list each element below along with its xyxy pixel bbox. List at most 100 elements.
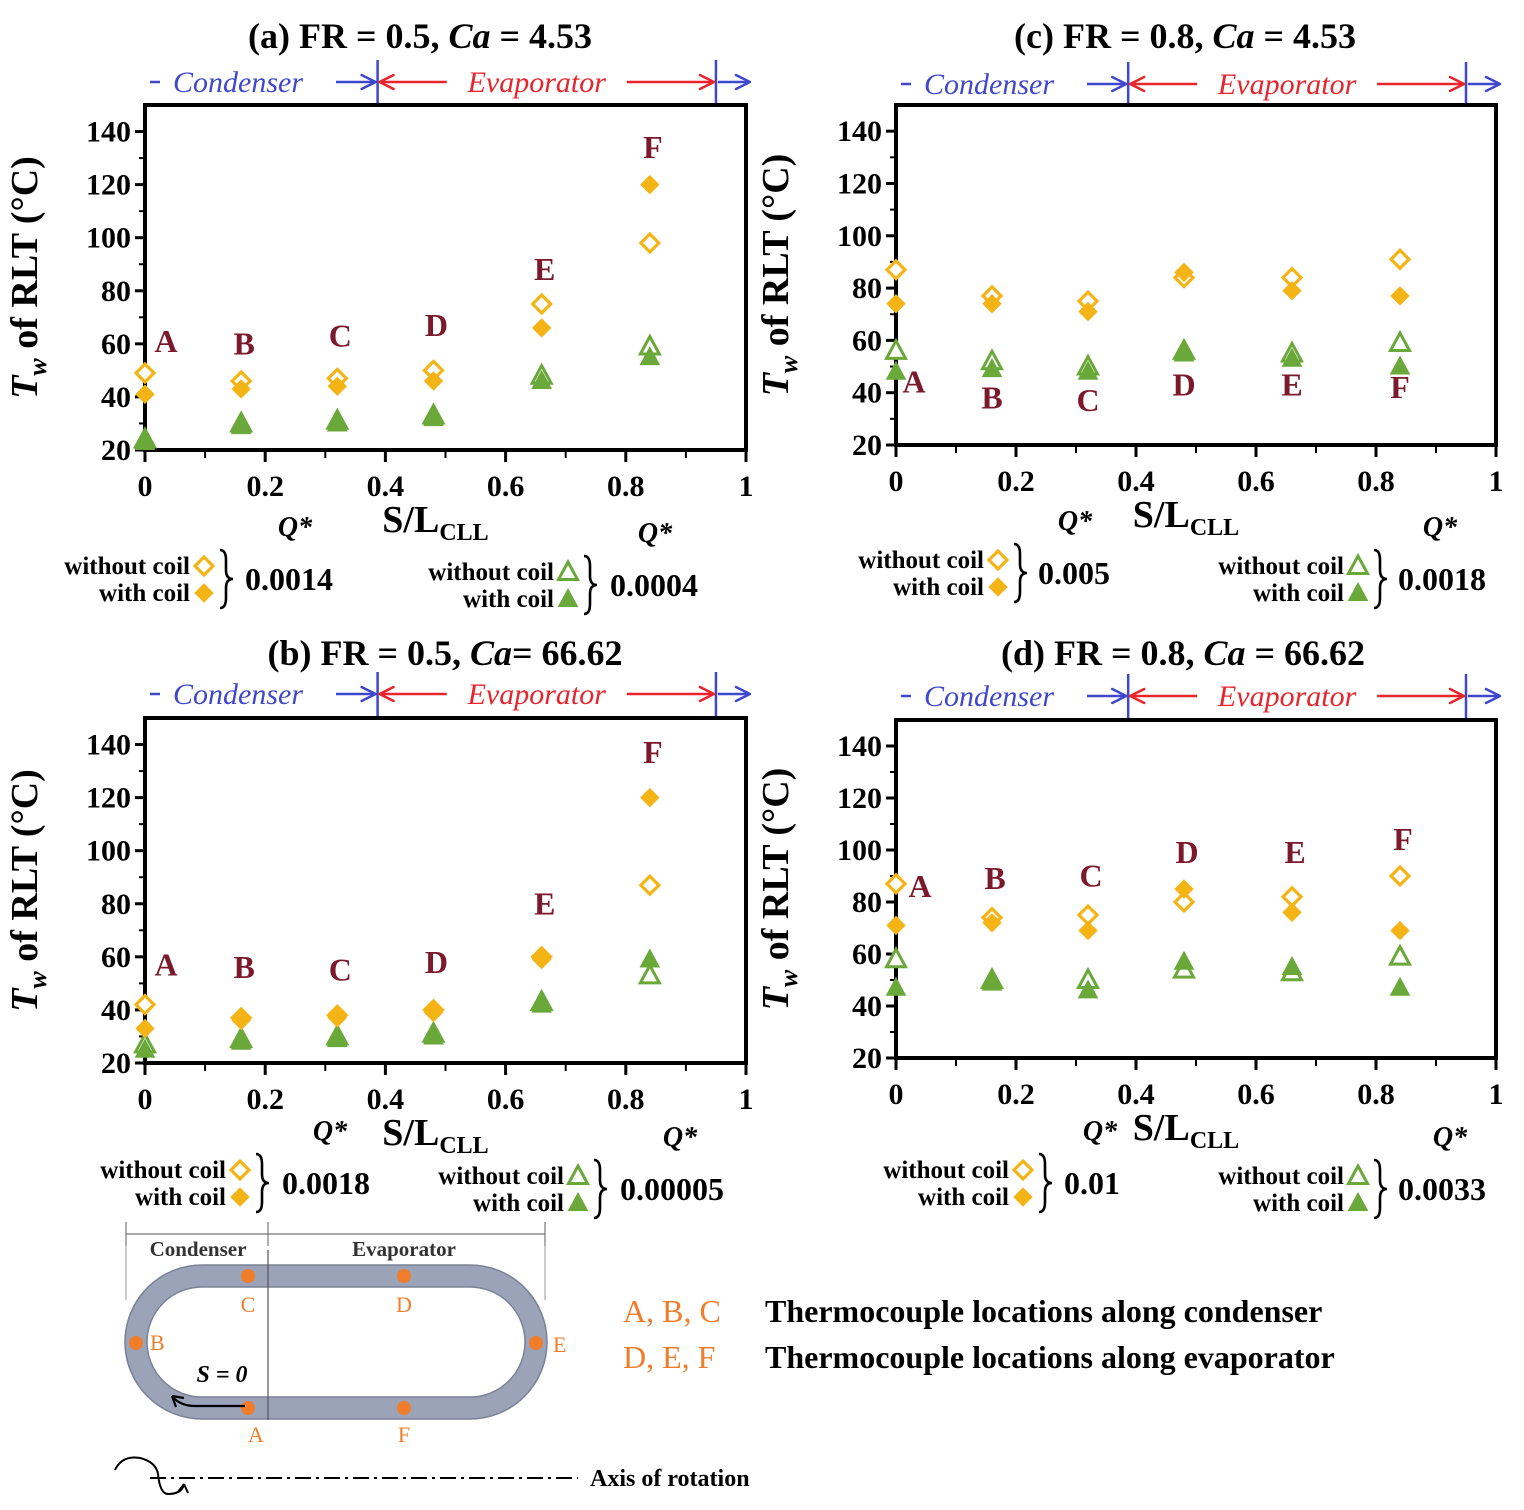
text-span: S = 0 xyxy=(196,1362,247,1388)
rotation-arrow-head xyxy=(177,1483,189,1494)
evaporator-arrow-head xyxy=(698,73,716,91)
data-point-diamond-filled xyxy=(886,294,906,314)
y-tick-label: 120 xyxy=(837,782,882,815)
data-point-triangle-filled xyxy=(639,346,661,366)
evaporator-region-label: Evaporator xyxy=(467,66,607,99)
x-tick-label: 0.6 xyxy=(1237,465,1275,498)
chart-title: (d) FR = 0.8, Ca = 66.62 xyxy=(1001,633,1365,673)
text-span: T xyxy=(4,374,46,399)
data-point-triangle-filled xyxy=(230,1030,252,1050)
q-star-value: 0.0014 xyxy=(245,561,333,597)
text-span: (a) FR = 0.5, xyxy=(248,16,448,56)
point-label-f: F xyxy=(643,734,663,770)
y-tick-label: 140 xyxy=(86,729,131,762)
chart-panel-b: (b) FR = 0.5, Ca= 66.62 Condenser Evaporat… xyxy=(4,633,754,1220)
text-span: w xyxy=(23,971,52,989)
condenser-region-label: Condenser xyxy=(924,68,1054,101)
direction-arrow-head xyxy=(170,1394,185,1408)
legend-marker-with-coil xyxy=(230,1187,250,1207)
x-tick-label: 0.6 xyxy=(1237,1078,1275,1111)
text-span: S/L xyxy=(1133,494,1190,536)
data-point-diamond-open xyxy=(884,872,908,896)
text-span: S/L xyxy=(382,1112,439,1154)
y-axis-label: Tw of RLT (°C) xyxy=(4,769,52,1012)
evaporator-arrow-head xyxy=(378,73,395,91)
data-point-diamond-open xyxy=(530,292,553,316)
data-point-triangle-filled xyxy=(1389,355,1411,375)
y-tick-label: 140 xyxy=(86,116,131,149)
legend-bracket xyxy=(1373,548,1388,610)
point-label-a: A xyxy=(154,323,177,359)
condenser-arrow-head xyxy=(1484,75,1502,93)
legend-marker-without-coil xyxy=(228,1158,252,1182)
data-point-diamond-filled xyxy=(1078,920,1098,941)
schematic-condenser-label: Condenser xyxy=(150,1237,247,1261)
data-point-diamond-filled xyxy=(531,318,552,338)
data-point-diamond-filled xyxy=(886,915,906,936)
point-label-f: F xyxy=(1393,821,1413,857)
thermocouple-point xyxy=(241,1401,255,1415)
chart-panel-a: (a) FR = 0.5, Ca = 4.53 Condenser Evaporat… xyxy=(4,16,754,616)
loop-schematic: Condenser Evaporator A B C D E F S = 0 Axis of ro… xyxy=(114,1222,1335,1496)
x-tick-label: 0.2 xyxy=(246,470,284,503)
data-point-diamond-open xyxy=(1388,248,1412,271)
y-tick-label: 140 xyxy=(837,115,882,148)
schematic-legend-letters: D, E, F xyxy=(623,1339,715,1375)
legend-marker-with-coil xyxy=(988,577,1008,597)
legend-bracket xyxy=(255,1152,270,1214)
legend-label-with-coil: with coil xyxy=(1253,1190,1344,1217)
axis-of-rotation-label: Axis of rotation xyxy=(590,1466,750,1492)
thermocouple-point xyxy=(241,1269,255,1283)
data-point-triangle-filled xyxy=(981,358,1003,378)
thermocouple-label-c: C xyxy=(241,1292,256,1317)
data-point-triangle-open xyxy=(1387,943,1413,966)
q-star-label: Q* xyxy=(1423,512,1458,543)
text-span: (d) FR = 0.8, xyxy=(1001,633,1204,673)
x-tick-label: 0.4 xyxy=(367,470,405,503)
x-tick-label: 0.2 xyxy=(997,1078,1035,1111)
point-label-e: E xyxy=(534,251,555,287)
y-tick-label: 140 xyxy=(837,730,882,763)
legend-marker-with-coil xyxy=(1347,1191,1369,1211)
point-label-c: C xyxy=(329,952,352,988)
x-tick-label: 0 xyxy=(889,465,904,498)
legend-bracket xyxy=(1013,542,1028,604)
point-label-c: C xyxy=(1079,857,1102,893)
point-label-b: B xyxy=(981,379,1002,415)
point-label-d: D xyxy=(425,944,448,980)
evaporator-region-label: Evaporator xyxy=(1217,680,1357,713)
x-tick-label: 1 xyxy=(739,470,754,503)
thermocouple-label-e: E xyxy=(553,1332,566,1357)
x-tick-label: 1 xyxy=(1489,465,1504,498)
text-span: T xyxy=(755,371,797,396)
data-point-triangle-filled xyxy=(531,993,553,1013)
evaporator-region-label: Evaporator xyxy=(1217,68,1357,101)
data-point-triangle-open xyxy=(883,946,909,969)
schematic-legend-letters: A, B, C xyxy=(623,1293,721,1329)
legend-label-without-coil: without coil xyxy=(428,559,554,586)
thermocouple-point xyxy=(397,1269,411,1283)
point-label-d: D xyxy=(1175,834,1198,870)
evaporator-arrow-head xyxy=(1128,75,1146,93)
data-point-diamond-filled xyxy=(1390,920,1410,941)
text-span: S/L xyxy=(1133,1107,1190,1149)
legend-bracket xyxy=(593,1158,608,1220)
evaporator-arrow-head xyxy=(698,685,716,703)
legend-marker-without-coil xyxy=(192,554,216,578)
legend-label-with-coil: with coil xyxy=(463,586,554,613)
condenser-region-label: Condenser xyxy=(924,680,1054,713)
point-label-c: C xyxy=(1076,382,1099,418)
y-tick-label: 40 xyxy=(101,381,131,414)
data-point-diamond-filled xyxy=(231,379,251,399)
data-point-triangle-filled xyxy=(326,1028,348,1048)
y-tick-label: 60 xyxy=(852,938,882,971)
condenser-arrow-head xyxy=(360,685,377,703)
legend-label-with-coil: with coil xyxy=(1253,580,1344,607)
legend-marker-with-coil xyxy=(557,587,579,607)
x-tick-label: 0.2 xyxy=(997,465,1035,498)
chart-title: (c) FR = 0.8, Ca = 4.53 xyxy=(1014,16,1356,56)
text-span: = 4.53 xyxy=(490,16,592,56)
evaporator-region-label: Evaporator xyxy=(467,678,607,711)
evaporator-arrow-head xyxy=(1448,75,1466,93)
condenser-region-label: Condenser xyxy=(173,678,303,711)
